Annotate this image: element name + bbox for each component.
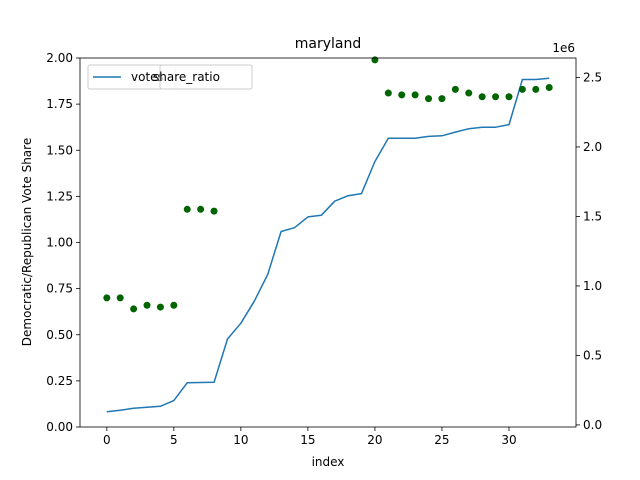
legend-secondary: share_ratio (153, 64, 253, 90)
data-point (371, 56, 379, 64)
data-point (465, 89, 473, 97)
data-point (116, 294, 124, 302)
x-tick-label: 5 (170, 433, 178, 447)
legend: votes (87, 64, 176, 90)
data-point (505, 93, 513, 101)
y-tick-label: 1.75 (46, 97, 73, 111)
data-point (398, 91, 406, 99)
data-point (518, 85, 526, 93)
x-tick-label: 15 (300, 433, 315, 447)
plot-frame (79, 57, 577, 428)
y-tick-label: 0.25 (46, 374, 73, 388)
y2-tick-label: 0.5 (583, 348, 602, 362)
y-tick-label: 0.50 (46, 328, 73, 342)
data-point (451, 85, 459, 93)
y-tick-label: 0.75 (46, 282, 73, 296)
data-point (210, 207, 218, 215)
data-point (103, 294, 111, 302)
legend-box-secondary (159, 64, 253, 90)
legend-label-votes: votes (131, 70, 164, 84)
right-axis-offset-label: 1e6 (552, 41, 575, 55)
y-tick-label: 2.00 (46, 51, 73, 65)
y-axis-label: Democratic/Republican Vote Share (20, 138, 34, 346)
data-point (411, 91, 419, 99)
y-tick-label: 1.25 (46, 189, 73, 203)
series-line-votes (106, 77, 550, 413)
x-tick-label: 20 (367, 433, 382, 447)
plot-area: 0 5 10 15 20 25 300.000.250.500.751.001.251.50… (46, 51, 602, 447)
y2-tick-label: 2.5 (583, 70, 602, 84)
y-tick-label: 0.00 (46, 420, 73, 434)
data-point (545, 84, 553, 92)
y-tick-label: 1.50 (46, 143, 73, 157)
data-point (156, 303, 164, 311)
data-point (130, 305, 138, 313)
x-tick-label: 0 (103, 433, 111, 447)
data-point (170, 301, 178, 309)
data-point (197, 205, 205, 213)
data-point (478, 93, 486, 101)
y2-tick-label: 2.0 (583, 140, 602, 154)
y-tick-label: 1.00 (46, 236, 73, 250)
x-tick-label: 25 (434, 433, 449, 447)
data-point (143, 301, 151, 309)
chart-title: maryland (295, 36, 362, 52)
legend-label-share-ratio: share_ratio (153, 70, 220, 84)
x-tick-label: 30 (501, 433, 516, 447)
x-axis-label: index (312, 455, 345, 469)
data-point (532, 85, 540, 93)
y2-tick-label: 1.0 (583, 279, 602, 293)
y2-tick-label: 1.5 (583, 209, 602, 223)
data-point (384, 89, 392, 97)
data-point (438, 95, 446, 103)
data-point (425, 95, 433, 103)
x-tick-label: 10 (233, 433, 248, 447)
data-point (492, 93, 500, 101)
series-points-share_ratio (103, 56, 553, 313)
y2-tick-label: 0.0 (583, 418, 602, 432)
data-point (183, 205, 191, 213)
